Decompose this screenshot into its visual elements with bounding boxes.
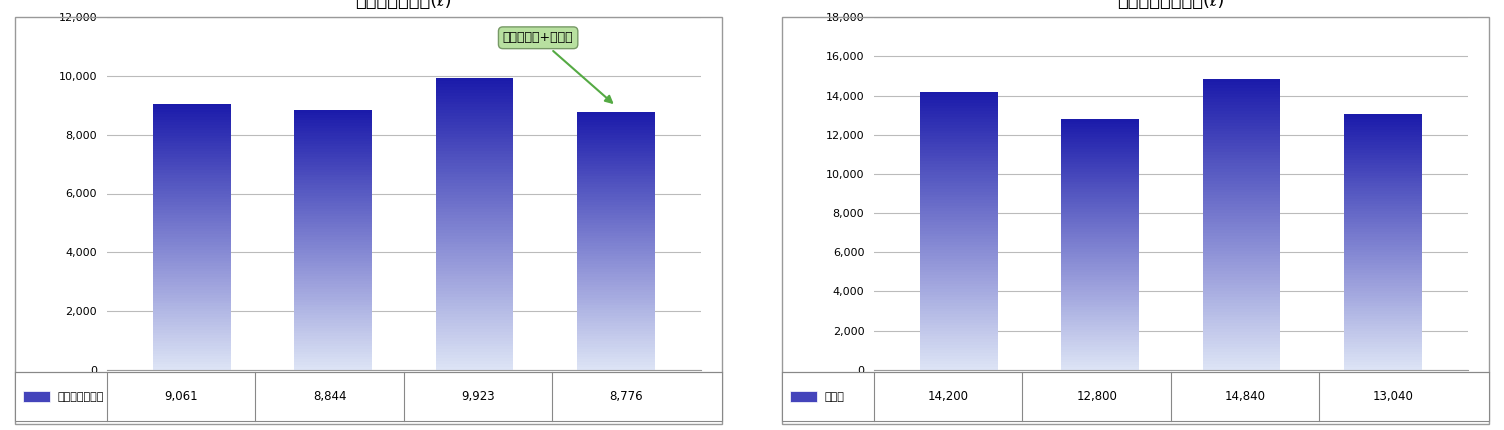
Text: 12,800: 12,800 (1077, 390, 1117, 403)
Text: 14,200: 14,200 (928, 390, 969, 403)
Text: 9,061: 9,061 (164, 390, 199, 403)
Text: 8,844: 8,844 (313, 390, 346, 403)
Text: その他: その他 (824, 392, 844, 402)
Text: 8,776: 8,776 (609, 390, 644, 403)
Text: 13,040: 13,040 (1373, 390, 1414, 403)
Title: ガソリン使用量(ℓ): ガソリン使用量(ℓ) (355, 0, 453, 10)
Title: その他油類使用量(ℓ): その他油類使用量(ℓ) (1117, 0, 1224, 10)
Text: 14,840: 14,840 (1224, 390, 1265, 403)
Text: ガソリン使用量: ガソリン使用量 (57, 392, 104, 402)
Text: 工場使用分+社有車: 工場使用分+社有車 (502, 31, 612, 103)
Text: 9,923: 9,923 (462, 390, 495, 403)
